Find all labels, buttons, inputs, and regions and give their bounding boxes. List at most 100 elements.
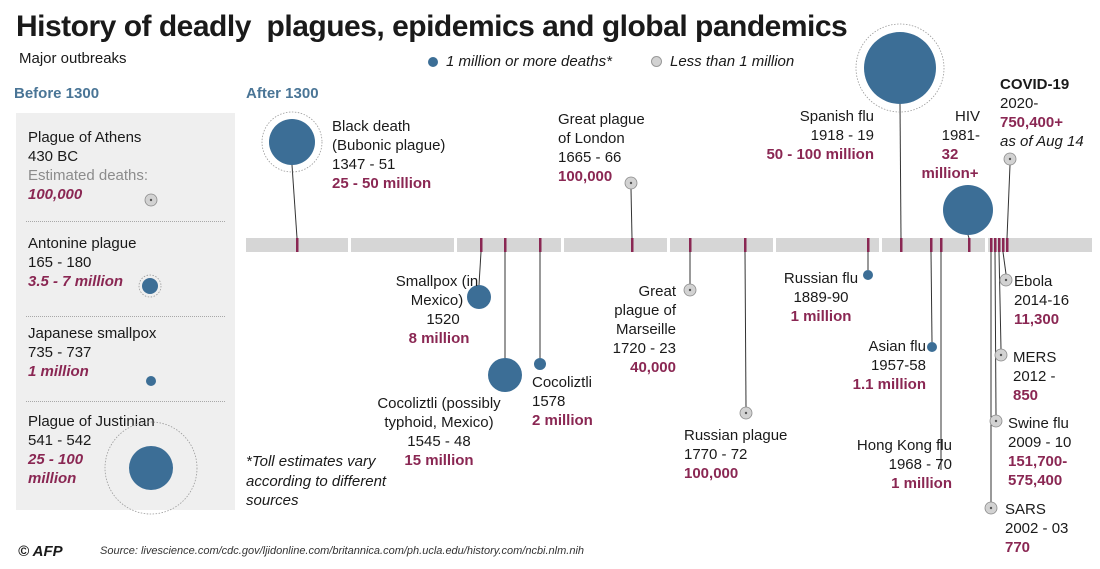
tick-russian-plague: [744, 238, 747, 252]
label-russian-flu: Russian flu 1889-90 1 million: [776, 269, 866, 326]
legend-major-label: 1 million or more deaths*: [446, 53, 612, 70]
tick-ebola: [1002, 238, 1005, 252]
event-years: 1347 - 51: [332, 156, 396, 173]
label-smallpox-mexico: Smallpox (in Mexico) 1520 8 million: [378, 272, 486, 348]
event-deaths: 850: [1013, 387, 1039, 404]
event-name: Ebola: [1014, 273, 1053, 290]
stem-russian-plague: [744, 251, 747, 408]
event-name: MERS: [1013, 349, 1057, 366]
event-years: 1665 - 66: [558, 149, 622, 166]
event-name: Smallpox (in Mexico): [395, 273, 479, 309]
event-deaths: 32 million+: [921, 146, 979, 182]
entry-years: 165 - 180: [28, 254, 92, 271]
label-hiv: HIV 1981- 32 million+: [910, 107, 980, 183]
section-before-1300: Before 1300: [14, 85, 100, 102]
event-years: 2012 -: [1013, 368, 1056, 385]
event-years: 1720 - 23: [612, 340, 676, 357]
event-deaths: 750,400+: [1000, 114, 1063, 131]
legend-minor: Less than 1 million: [651, 53, 794, 70]
marker-center-great-plague-of-london: [629, 181, 633, 185]
marker-halo-black-death-bubonic-plague: [261, 111, 323, 173]
label-spanish-flu: Spanish flu 1918 - 19 50 - 100 million: [756, 107, 874, 164]
label-sars: SARS 2002 - 03 770: [1005, 500, 1068, 557]
event-deaths: 11,300: [1014, 311, 1060, 328]
label-covid-19: COVID-19 2020- 750,400+ as of Aug 14: [1000, 75, 1084, 151]
event-name: Russian flu: [783, 270, 859, 287]
timeline-segment-gap: [667, 237, 670, 253]
event-name: Black death (Bubonic plague): [332, 118, 446, 154]
entry-name: Japanese smallpox: [28, 325, 157, 342]
label-great-plague-london: Great plague of London 1665 - 66 100,000: [558, 110, 658, 186]
label-black-death: Black death (Bubonic plague) 1347 - 51 2…: [332, 117, 462, 193]
stem-mers: [998, 251, 1002, 350]
tick-hong-kong-flu: [940, 238, 943, 252]
stem-black-death-bubonic-plague: [291, 164, 298, 239]
tick-mers: [998, 238, 1001, 252]
before-entry-antonine: Antonine plague 165 - 180 3.5 - 7 millio…: [28, 234, 136, 291]
event-deaths: 2 million: [532, 412, 593, 429]
page-subtitle: Major outbreaks: [19, 50, 127, 67]
legend-minor-label: Less than 1 million: [670, 53, 795, 70]
event-years: 1918 - 19: [810, 127, 874, 144]
event-years: 2002 - 03: [1005, 520, 1069, 537]
tick-black-death-bubonic-plague: [296, 238, 299, 252]
timeline-segment-gap: [348, 237, 351, 253]
marker-hiv: [943, 185, 993, 235]
tick-hiv: [968, 238, 971, 252]
event-deaths: 15 million: [404, 452, 474, 469]
event-deaths: 151,700-575,400: [1008, 453, 1068, 489]
event-years: 1520: [426, 311, 460, 328]
event-name: Russian plague: [684, 427, 788, 444]
timeline-segment-gap: [879, 237, 882, 253]
label-swine-flu: Swine flu 2009 - 10 151,700-575,400: [1008, 414, 1086, 490]
event-name: Swine flu: [1008, 415, 1069, 432]
event-deaths: 1 million: [891, 475, 952, 492]
event-name: Asian flu: [868, 338, 926, 355]
marker-japanese-smallpox: [146, 376, 156, 386]
label-ebola: Ebola 2014-16 11,300: [1014, 272, 1069, 329]
entry-name: Plague of Justinian: [28, 413, 155, 430]
timeline-segment-gap: [985, 237, 988, 253]
legend-major-marker: [428, 57, 438, 67]
event-name: Great plague of Marseille: [614, 283, 676, 338]
event-years: 1578: [532, 393, 566, 410]
label-russian-plague: Russian plague 1770 - 72 100,000: [684, 426, 787, 483]
stem-hiv: [967, 234, 970, 239]
marker-center-russian-plague: [744, 411, 748, 415]
event-deaths: 50 - 100 million: [766, 146, 874, 163]
marker-center-great-plague-of-marseille: [688, 288, 692, 292]
entry-deaths: 3.5 - 7 million: [28, 273, 124, 290]
event-years: 1957-58: [870, 357, 926, 374]
entry-years: 735 - 737: [28, 344, 92, 361]
marker-antonine-plague: [142, 278, 158, 294]
entry-deaths: 1 million: [28, 363, 89, 380]
page-title: History of deadly plagues, epidemics and…: [16, 10, 848, 43]
event-deaths: 1.1 million: [852, 376, 926, 393]
panel-divider: [26, 401, 225, 402]
afp-logo: © AFP: [18, 543, 63, 560]
label-cocoliztli-1578: Cocoliztli 1578 2 million: [532, 373, 593, 430]
event-name: Great plague of London: [558, 111, 645, 147]
stem-smallpox-in-mexico: [478, 251, 482, 286]
label-hong-kong-flu: Hong Kong flu 1968 - 70 1 million: [842, 436, 952, 493]
tick-cocoliztli: [539, 238, 542, 252]
source-note: Source: livescience.com/cdc.gov/ljidonli…: [100, 545, 585, 557]
event-deaths: 8 million: [408, 330, 470, 347]
tick-russian-flu: [867, 238, 870, 252]
stem-asian-flu: [930, 251, 933, 343]
marker-black-death-bubonic-plague: [269, 119, 315, 165]
tick-smallpox-in-mexico: [480, 238, 483, 252]
event-name: Spanish flu: [799, 108, 874, 125]
legend-major: 1 million or more deaths*: [428, 53, 612, 70]
stem-ebola: [1002, 251, 1007, 275]
timeline-segment-gap: [561, 237, 564, 253]
event-deaths: 1 million: [790, 308, 852, 325]
event-deaths: 25 - 50 million: [332, 175, 432, 192]
tick-spanish-flu: [900, 238, 903, 252]
entry-years: 430 BC: [28, 148, 79, 165]
event-years: 1545 - 48: [407, 433, 471, 450]
event-name: Cocoliztli (possibly typhoid, Mexico): [377, 395, 501, 431]
timeline-segment-gap: [773, 237, 776, 253]
event-deaths: 100,000: [684, 465, 739, 482]
event-name: HIV: [954, 108, 980, 125]
